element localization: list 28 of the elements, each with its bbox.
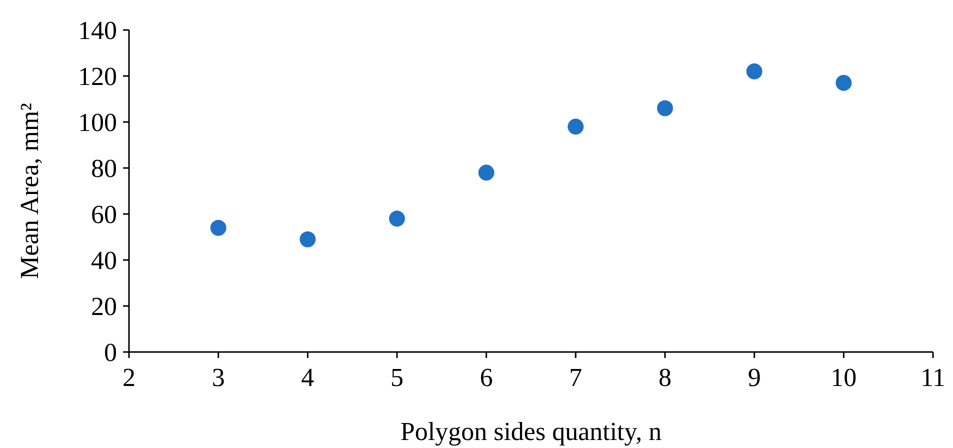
y-axis-title: Mean Area, mm² <box>15 102 44 280</box>
y-tick-label: 100 <box>78 108 117 138</box>
x-tick-label: 6 <box>480 363 493 392</box>
point <box>746 63 762 80</box>
point <box>478 164 494 181</box>
x-tick-label: 11 <box>920 363 946 392</box>
point <box>568 118 584 135</box>
x-axis-title: Polygon sides quantity, n <box>400 417 662 446</box>
y-tick-label: 20 <box>91 292 117 322</box>
y-tick-label: 140 <box>78 16 117 46</box>
x-tick-label: 4 <box>301 363 314 392</box>
point <box>389 210 405 227</box>
point <box>657 100 673 116</box>
y-tick-label: 0 <box>104 338 117 368</box>
x-tick-label: 2 <box>122 363 136 392</box>
y-tick-label: 40 <box>91 246 117 276</box>
y-tick-label: 60 <box>91 200 117 230</box>
x-tick-label: 7 <box>569 363 582 392</box>
point <box>300 231 316 248</box>
point <box>836 74 852 91</box>
y-tick-label: 120 <box>78 62 117 92</box>
x-tick-label: 8 <box>658 363 672 392</box>
x-tick-label: 10 <box>830 363 857 392</box>
point <box>210 220 226 236</box>
x-tick-label: 3 <box>212 363 225 392</box>
y-tick-label: 80 <box>91 154 117 184</box>
x-tick-label: 9 <box>748 363 761 392</box>
x-tick-label: 5 <box>390 363 404 392</box>
